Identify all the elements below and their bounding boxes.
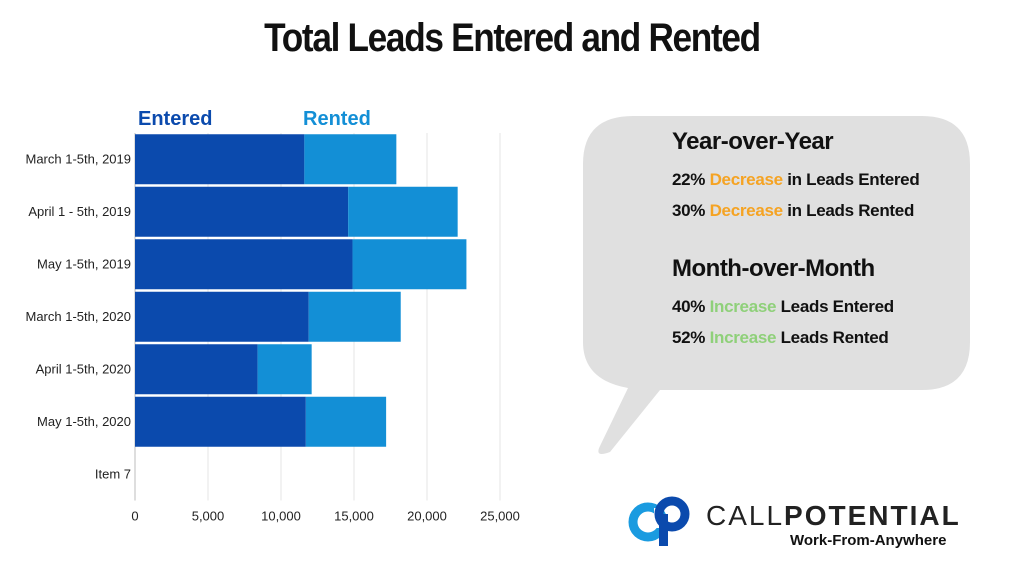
- y-category-label: March 1-5th, 2020: [25, 309, 131, 324]
- bar-segment: [135, 344, 258, 395]
- bar-segment: [352, 239, 467, 290]
- y-category-label: May 1-5th, 2020: [37, 414, 131, 429]
- yoy-line-1: 22% Decrease in Leads Entered: [672, 170, 920, 189]
- y-category-label: March 1-5th, 2019: [25, 151, 131, 166]
- x-tick-label: 0: [131, 509, 138, 524]
- bar-segment: [135, 396, 306, 447]
- speech-bubble-shape: [583, 116, 970, 454]
- callpotential-logo: CALLPOTENTIAL Work-From-Anywhere: [628, 492, 968, 552]
- speech-bubble: [583, 116, 970, 454]
- x-tick-label: 10,000: [261, 509, 301, 524]
- increase-word: Increase: [709, 297, 777, 316]
- decrease-word: Decrease: [709, 170, 784, 189]
- bar-segment: [135, 134, 305, 185]
- bar-segment: [348, 186, 458, 237]
- x-tick-label: 25,000: [480, 509, 520, 524]
- mom-line-2: 52% Increase Leads Rented: [672, 328, 889, 347]
- legend-entry: Rented: [303, 108, 371, 130]
- bar-segment: [308, 291, 401, 342]
- yoy-section: Year-over-Year: [672, 128, 834, 156]
- legend-entry: Entered: [138, 108, 212, 130]
- bar-segment: [257, 344, 312, 395]
- bar-segment: [304, 134, 397, 185]
- increase-word: Increase: [709, 328, 777, 347]
- chart-title: Total Leads Entered and Rented: [264, 16, 761, 60]
- callpotential-logo-icon: [628, 496, 690, 546]
- bar-segment: [135, 186, 349, 237]
- bar-segment: [135, 291, 309, 342]
- x-tick-label: 20,000: [407, 509, 447, 524]
- x-tick-label: 5,000: [192, 509, 225, 524]
- mom-heading: Month-over-Month: [672, 255, 875, 282]
- mom-line-1: 40% Increase Leads Entered: [672, 297, 894, 316]
- decrease-word: Decrease: [709, 201, 784, 220]
- bar-segment: [135, 239, 353, 290]
- brand-name: CALLPOTENTIAL: [706, 500, 961, 531]
- y-category-label: April 1 - 5th, 2019: [28, 204, 131, 219]
- stacked-bar-chart: 0 5,000 10,000 15,000 20,000 25,000 March 1-5t…: [25, 108, 520, 524]
- mom-section: Month-over-Month: [672, 255, 875, 283]
- yoy-line-2: 30% Decrease in Leads Rented: [672, 201, 915, 220]
- y-category-label: Item 7: [95, 466, 131, 481]
- y-category-label: April 1-5th, 2020: [36, 361, 131, 376]
- brand-tagline: Work-From-Anywhere: [790, 532, 947, 549]
- y-category-label: May 1-5th, 2019: [37, 256, 131, 271]
- x-tick-label: 15,000: [334, 509, 374, 524]
- yoy-heading: Year-over-Year: [672, 128, 834, 155]
- bar-segment: [305, 396, 387, 447]
